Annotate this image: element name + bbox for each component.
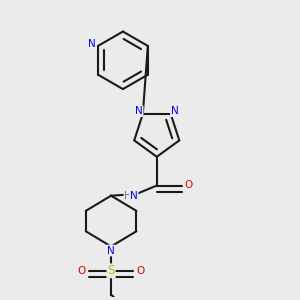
Text: O: O bbox=[77, 266, 86, 276]
Text: N: N bbox=[130, 191, 138, 201]
Text: N: N bbox=[171, 106, 178, 116]
Text: N: N bbox=[135, 106, 143, 116]
Text: N: N bbox=[88, 39, 96, 49]
Text: S: S bbox=[107, 264, 115, 277]
Text: O: O bbox=[136, 266, 145, 276]
Text: N: N bbox=[107, 245, 115, 256]
Text: H: H bbox=[124, 191, 132, 201]
Text: O: O bbox=[185, 180, 193, 190]
